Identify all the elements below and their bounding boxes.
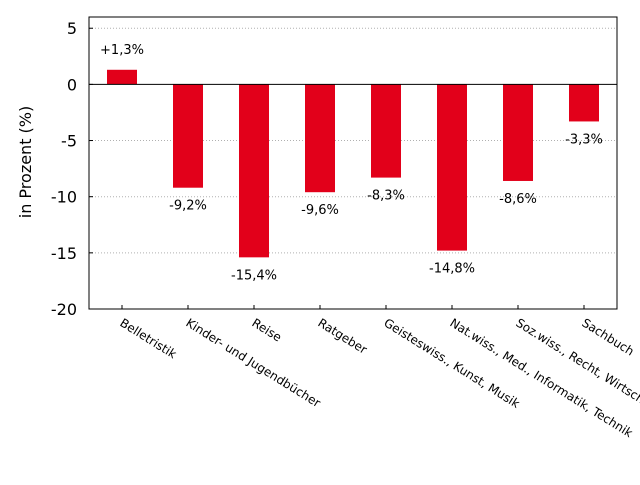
y-tick-label: -5 <box>61 132 77 151</box>
bar <box>107 69 137 85</box>
bar <box>569 84 599 122</box>
bar <box>305 84 335 193</box>
data-label: -8,6% <box>499 192 537 207</box>
bars <box>107 69 599 258</box>
data-label: -3,3% <box>565 132 603 147</box>
x-tick-label: Ratgeber <box>315 316 369 357</box>
data-label: -9,6% <box>301 203 339 218</box>
y-axis-label: in Prozent (%) <box>16 106 35 218</box>
data-label: -9,2% <box>169 199 207 214</box>
y-axis-ticks: 5 0 -5 -10 -15 -20 <box>51 19 93 319</box>
data-label: -8,3% <box>367 189 405 204</box>
data-label: -15,4% <box>231 268 277 283</box>
bar <box>437 84 467 251</box>
y-tick-label: 0 <box>67 75 77 94</box>
bar <box>173 84 203 188</box>
y-tick-label: 5 <box>67 19 77 38</box>
data-label: -14,8% <box>429 262 475 277</box>
y-tick-label: -10 <box>51 188 77 207</box>
y-tick-label: -15 <box>51 244 77 263</box>
bar <box>503 84 533 181</box>
plot-frame <box>88 16 618 310</box>
data-label: +1,3% <box>100 43 144 58</box>
x-tick-label: Sachbuch <box>579 316 636 359</box>
gridlines <box>89 27 617 310</box>
x-tick-label: Belletristik <box>117 316 179 362</box>
x-tick-label: Reise <box>249 316 284 345</box>
bar <box>239 84 269 258</box>
y-tick-label: -20 <box>51 300 77 319</box>
x-axis-ticks: Belletristik Kinder- und JugendbücherReis… <box>117 305 640 440</box>
bar <box>371 84 401 178</box>
data-labels: +1,3% -9,2% -15,4% -9,6% -8,3% -14,8% -8,6% -3,… <box>100 43 603 284</box>
